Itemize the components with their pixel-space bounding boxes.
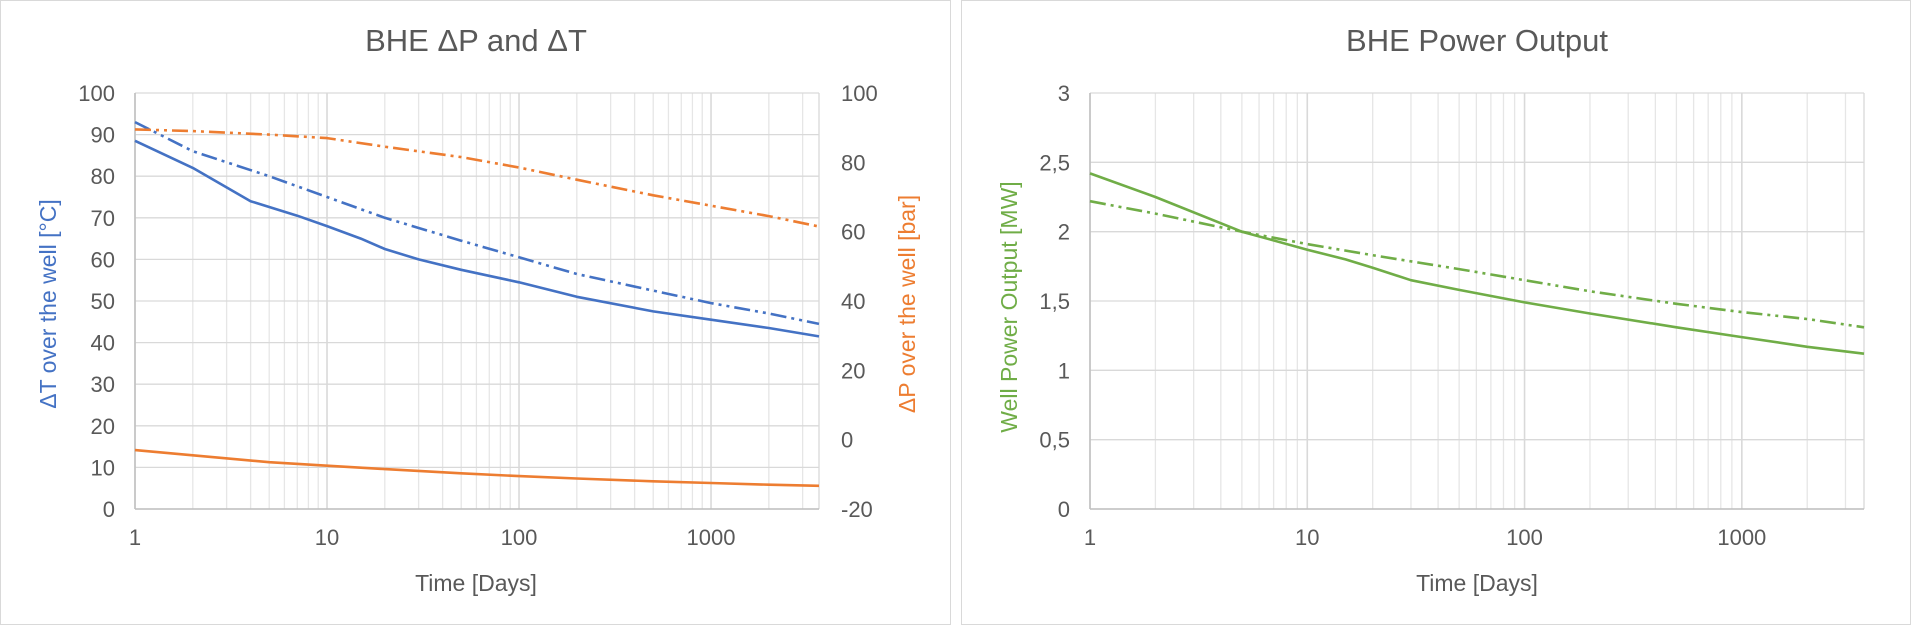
axes: [134, 93, 819, 510]
x-tick-label: 1: [129, 525, 141, 550]
tick-labels: 0 10 20 30 40 50 60 70 80 90 100 -20 0 20 40 60 80 100 1 10…: [78, 81, 877, 550]
x-tick-label: 1: [1084, 525, 1096, 550]
y-axis-title: Well Power Output [MW]: [996, 181, 1022, 432]
power-chart-svg: 0 0,5 1 1,5 2 2,5 3 1 10 100 1000 BHE Power Output…: [996, 23, 1865, 596]
y-axis-title: ΔT over the well [°C]: [35, 199, 61, 408]
x-tick-label: 1000: [687, 525, 736, 550]
y-tick-label: 1,5: [1039, 289, 1070, 314]
y-tick-label: 90: [91, 123, 115, 148]
chart-panel-delta: 0 10 20 30 40 50 60 70 80 90 100 -20 0 20 40 60 80 100 1 10…: [0, 0, 951, 625]
y-tick-label: 0: [1058, 497, 1070, 522]
y-tick-label: 2,5: [1039, 150, 1070, 175]
y2-tick-label: 0: [841, 428, 853, 453]
grid-lines: [134, 92, 820, 510]
y-tick-label: 3: [1058, 81, 1070, 106]
chart-title: BHE Power Output: [1346, 23, 1608, 58]
series-line-2: [1089, 199, 1865, 329]
y2-tick-label: 60: [841, 220, 865, 245]
x-axis-title: Time [Days]: [1416, 570, 1538, 596]
y2-tick-label: 40: [841, 289, 865, 314]
y2-tick-label: 80: [841, 150, 865, 175]
y-tick-label: 0,5: [1039, 428, 1070, 453]
y-tick-label: 40: [91, 331, 115, 356]
y-tick-label: 80: [91, 164, 115, 189]
series-group: [134, 120, 820, 488]
y-tick-label: 10: [91, 455, 115, 480]
axes: [1089, 93, 1864, 510]
y-tick-label: 100: [78, 81, 115, 106]
grid-lines: [1089, 92, 1865, 510]
x-tick-label: 100: [501, 525, 538, 550]
x-axis-title: Time [Days]: [415, 570, 537, 596]
y-tick-label: 1: [1058, 358, 1070, 383]
y-tick-label: 20: [91, 414, 115, 439]
y2-tick-label: 20: [841, 358, 865, 383]
y2-tick-label: -20: [841, 497, 873, 522]
y-tick-label: 2: [1058, 220, 1070, 245]
x-tick-label: 100: [1506, 525, 1543, 550]
y2-axis-title: ΔP over the well [bar]: [894, 195, 920, 413]
x-tick-label: 10: [315, 525, 339, 550]
chart-title: BHE ΔP and ΔT: [365, 23, 587, 58]
series-line-4: [134, 128, 820, 228]
x-tick-label: 10: [1295, 525, 1319, 550]
y-tick-label: 0: [103, 497, 115, 522]
series-group: [1089, 172, 1865, 355]
series-line-1: [134, 139, 820, 338]
y2-tick-label: 100: [841, 81, 878, 106]
y-tick-label: 30: [91, 372, 115, 397]
y-tick-label: 70: [91, 206, 115, 231]
series-line-3: [134, 448, 820, 488]
y-tick-label: 60: [91, 247, 115, 272]
chart-panel-power: 0 0,5 1 1,5 2 2,5 3 1 10 100 1000 BHE Power Output…: [961, 0, 1911, 625]
x-tick-label: 1000: [1717, 525, 1766, 550]
series-line-1: [1089, 172, 1865, 355]
y-tick-label: 50: [91, 289, 115, 314]
tick-labels: 0 0,5 1 1,5 2 2,5 3 1 10 100 1000: [1039, 81, 1766, 550]
series-line-2: [134, 120, 820, 326]
delta-chart-svg: 0 10 20 30 40 50 60 70 80 90 100 -20 0 20 40 60 80 100 1 10…: [35, 23, 920, 596]
